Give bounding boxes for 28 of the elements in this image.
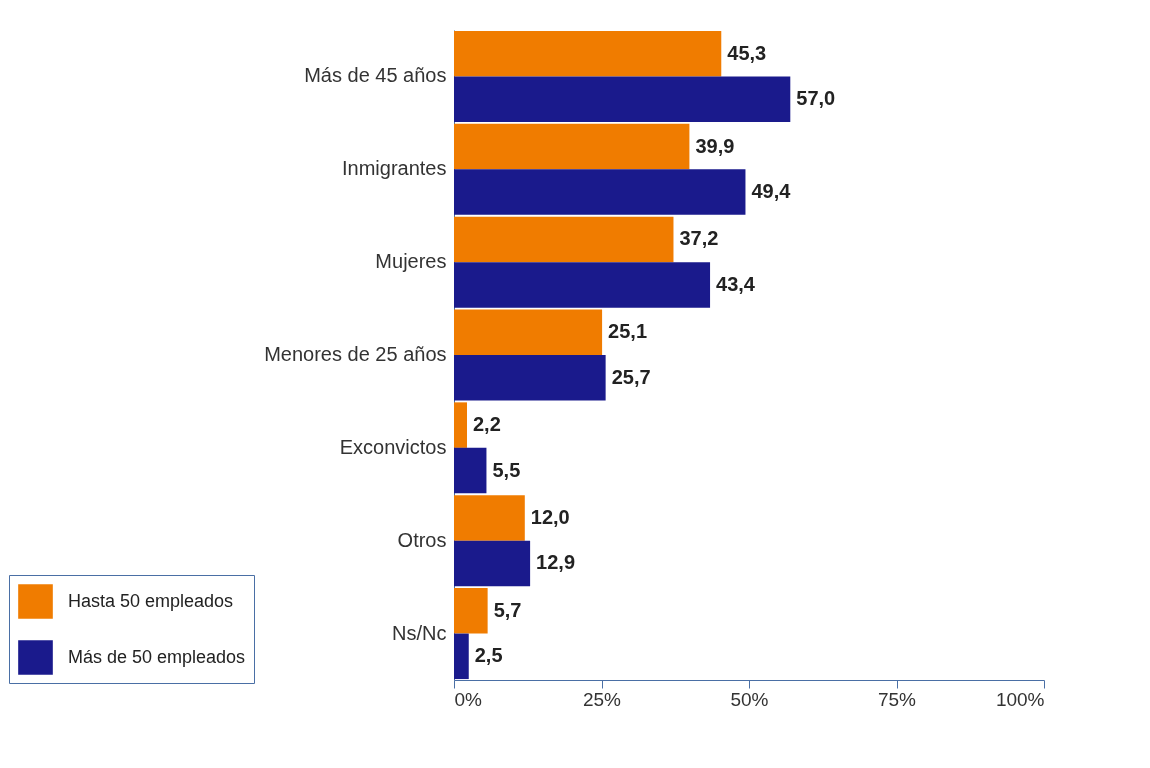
y-tick-label: Más de 45 años (304, 64, 447, 87)
y-tick-label: Ns/Nc (392, 621, 447, 644)
data-label: 57,0 (796, 87, 836, 110)
data-label: 49,4 (751, 180, 792, 203)
data-label: 39,9 (695, 134, 735, 157)
data-label: 5,7 (493, 598, 522, 621)
data-label: 25,7 (611, 365, 651, 388)
data-label: 45,3 (727, 41, 767, 64)
y-tick-label: Menores de 25 años (264, 343, 447, 365)
legend-label: Hasta 50 empleados (68, 590, 234, 611)
y-tick-label: Otros (397, 528, 447, 551)
data-label: 12,9 (536, 551, 576, 574)
x-tick-label: 25% (582, 688, 622, 710)
data-label: 12,0 (530, 505, 570, 528)
data-label: 43,4 (716, 272, 756, 295)
x-tick-label: 50% (730, 688, 769, 710)
data-label: 5,5 (492, 458, 521, 481)
data-label: 2,2 (472, 413, 501, 436)
y-tick-label: Inmigrantes (342, 157, 447, 180)
y-tick-label: Exconvictos (339, 435, 447, 458)
x-tick-label: 0% (454, 688, 483, 710)
data-label: 2,5 (474, 644, 503, 667)
x-tick-label: 75% (877, 688, 917, 710)
data-label: 37,2 (679, 227, 719, 250)
y-tick-label: Mujeres (375, 250, 447, 273)
data-label: 25,1 (608, 320, 648, 343)
legend-label: Más de 50 empleados (68, 646, 246, 667)
x-tick-label: 100% (995, 688, 1045, 710)
